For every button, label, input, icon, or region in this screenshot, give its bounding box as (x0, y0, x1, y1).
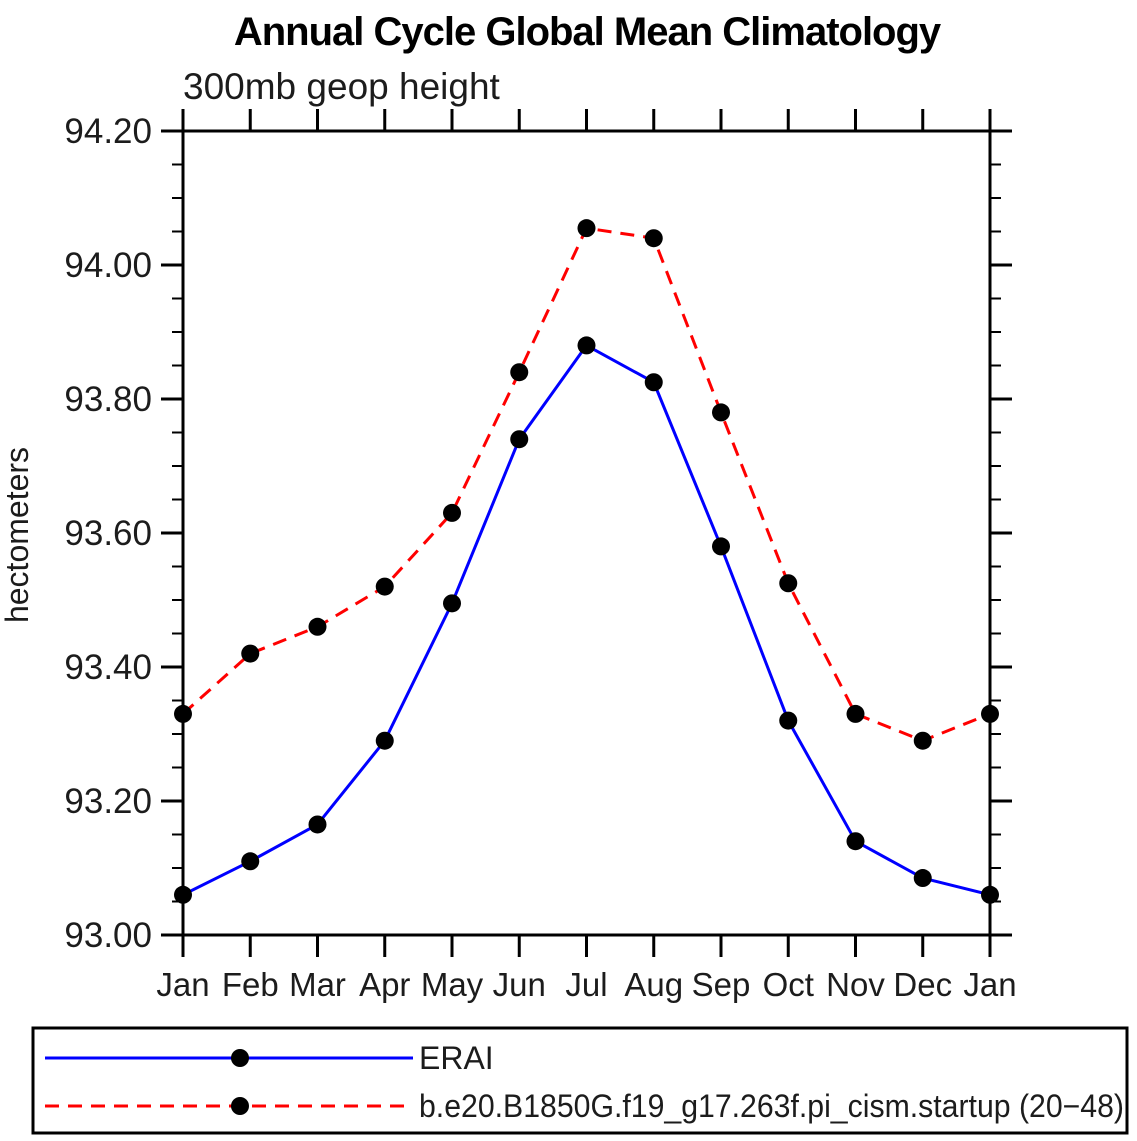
data-point-marker (846, 832, 865, 851)
legend: ERAI b.e20.B1850G.f19_g17.263f.pi_cism.s… (31, 1026, 1129, 1135)
data-point-marker (510, 430, 529, 449)
series-line-0 (182, 343, 991, 897)
x-tick-label: Jan (156, 966, 209, 1003)
x-tick-label: Apr (359, 966, 410, 1003)
data-point-marker (174, 885, 192, 904)
data-point-marker (644, 373, 663, 392)
x-tick-label: Dec (893, 966, 952, 1003)
x-tick-label: Mar (289, 966, 346, 1003)
data-point-marker (577, 336, 596, 355)
data-point-marker (308, 617, 327, 636)
data-point-marker (510, 363, 529, 382)
data-point-marker (644, 229, 663, 248)
legend-label-erai: ERAI (419, 1040, 494, 1076)
y-tick-label: 93.80 (64, 380, 152, 419)
y-tick-label: 93.20 (64, 782, 152, 821)
data-point-marker (375, 731, 394, 750)
x-tick-label: Sep (692, 966, 751, 1003)
y-axis-label: hectometers (0, 447, 35, 623)
data-point-marker (846, 704, 865, 723)
legend-label-model: b.e20.B1850G.f19_g17.263f.pi_cism.startu… (419, 1088, 1124, 1124)
data-point-marker (779, 574, 798, 593)
legend-marker-erai (231, 1049, 249, 1067)
data-point-marker (174, 704, 192, 723)
data-point-marker (241, 644, 260, 663)
x-tick-label: Oct (763, 966, 814, 1003)
data-point-marker (913, 731, 932, 750)
axes-layer: 93.00 93.20 93.40 93.60 93.80 94.00 94.20 Jan Fe… (64, 109, 1017, 1003)
x-tick-label: Jan (963, 966, 1016, 1003)
y-tick-label: 93.60 (64, 514, 152, 553)
data-point-marker (241, 852, 260, 871)
series-layer (174, 219, 999, 904)
x-tick-label: Feb (222, 966, 279, 1003)
data-point-marker (375, 577, 394, 596)
legend-marker-model (231, 1097, 249, 1115)
y-tick-label: 94.20 (64, 112, 152, 151)
data-point-marker (577, 219, 596, 238)
x-tick-label: May (421, 966, 484, 1003)
x-tick-label: Jun (493, 966, 546, 1003)
series-line-1 (181, 226, 991, 743)
y-tick-label: 93.40 (64, 648, 152, 687)
x-tick-label: Jul (565, 966, 607, 1003)
y-tick-label: 93.00 (64, 916, 152, 955)
data-point-marker (981, 885, 999, 904)
data-point-marker (779, 711, 798, 730)
data-point-marker (712, 403, 730, 422)
y-tick-label: 94.00 (64, 246, 152, 285)
x-tick-label: Nov (826, 966, 885, 1003)
data-point-marker (308, 815, 327, 834)
data-point-marker (981, 704, 999, 723)
data-point-marker (443, 594, 461, 613)
x-tick-label: Aug (624, 966, 683, 1003)
data-point-marker (712, 537, 730, 556)
data-point-marker (443, 503, 461, 522)
chart-subtitle: 300mb geop height (183, 66, 501, 107)
legend-box (31, 1026, 1129, 1135)
data-point-marker (913, 869, 932, 888)
chart-title: Annual Cycle Global Mean Climatology (234, 10, 942, 54)
